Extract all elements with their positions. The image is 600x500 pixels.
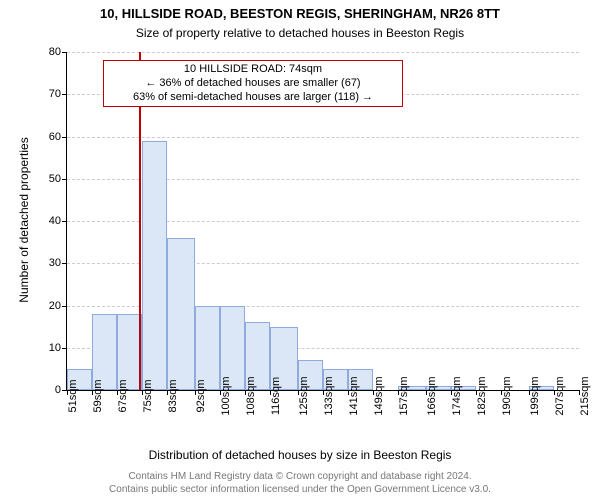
y-tick-label: 30 — [49, 257, 61, 269]
footer-line: Contains HM Land Registry data © Crown c… — [0, 471, 600, 484]
x-tick-label: 174sqm — [451, 376, 463, 415]
x-axis-label: Distribution of detached houses by size … — [0, 448, 600, 462]
y-tick-label: 0 — [55, 384, 61, 396]
chart-subtitle: Size of property relative to detached ho… — [0, 26, 600, 40]
y-tick-mark — [62, 179, 67, 180]
histogram-bar — [167, 238, 195, 390]
x-tick-label: 166sqm — [426, 376, 438, 415]
x-tick-label: 116sqm — [270, 377, 282, 415]
x-tick-label: 199sqm — [529, 376, 541, 415]
x-tick-label: 75sqm — [142, 379, 154, 412]
x-tick-label: 182sqm — [476, 376, 488, 415]
y-tick-mark — [62, 94, 67, 95]
chart-title: 10, HILLSIDE ROAD, BEESTON REGIS, SHERIN… — [0, 6, 600, 21]
y-tick-label: 10 — [49, 342, 61, 354]
histogram-bar — [195, 306, 219, 391]
x-tick-label: 67sqm — [117, 379, 129, 412]
y-tick-label: 40 — [49, 215, 61, 227]
y-tick-mark — [62, 137, 67, 138]
histogram-bar — [142, 141, 166, 390]
grid-line — [67, 52, 579, 53]
y-tick-label: 20 — [49, 300, 61, 312]
x-tick-label: 190sqm — [501, 376, 513, 415]
x-tick-label: 51sqm — [67, 379, 79, 412]
y-tick-mark — [62, 263, 67, 264]
y-tick-label: 80 — [49, 46, 61, 58]
annotation-line: 63% of semi-detached houses are larger (… — [110, 91, 396, 105]
annotation-box: 10 HILLSIDE ROAD: 74sqm ← 36% of detache… — [103, 60, 403, 107]
grid-line — [67, 137, 579, 138]
y-tick-label: 60 — [49, 131, 61, 143]
footer-attribution: Contains HM Land Registry data © Crown c… — [0, 471, 600, 496]
plot-area: 0102030405060708051sqm59sqm67sqm75sqm83s… — [66, 52, 579, 391]
x-tick-label: 92sqm — [195, 379, 207, 412]
footer-line: Contains public sector information licen… — [0, 484, 600, 497]
x-tick-label: 207sqm — [554, 376, 566, 415]
y-tick-label: 50 — [49, 173, 61, 185]
x-tick-label: 83sqm — [167, 379, 179, 412]
x-tick-label: 108sqm — [245, 376, 257, 415]
x-tick-label: 157sqm — [398, 376, 410, 415]
y-tick-mark — [62, 221, 67, 222]
x-tick-label: 141sqm — [348, 376, 360, 415]
x-tick-label: 215sqm — [579, 376, 591, 415]
y-tick-mark — [62, 348, 67, 349]
x-tick-label: 149sqm — [373, 376, 385, 415]
y-tick-label: 70 — [49, 88, 61, 100]
annotation-line: 10 HILLSIDE ROAD: 74sqm — [110, 63, 396, 77]
x-tick-label: 133sqm — [323, 376, 335, 415]
annotation-line: ← 36% of detached houses are smaller (67… — [110, 77, 396, 91]
x-tick-label: 125sqm — [298, 376, 310, 415]
chart-container: { "chart": { "type": "histogram", "title… — [0, 0, 600, 500]
y-tick-mark — [62, 306, 67, 307]
x-tick-label: 100sqm — [220, 376, 232, 415]
y-axis-label: Number of detached properties — [17, 120, 31, 320]
y-tick-mark — [62, 52, 67, 53]
x-tick-label: 59sqm — [92, 379, 104, 412]
